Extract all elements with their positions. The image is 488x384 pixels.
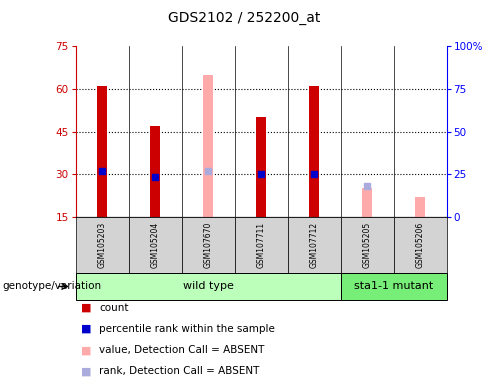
Text: GSM107712: GSM107712 (309, 222, 319, 268)
Bar (287, 217, 341, 273)
Point (257, 171, 265, 177)
Text: GSM107670: GSM107670 (203, 222, 213, 268)
Bar (235, 217, 287, 273)
Point (363, 182, 371, 189)
Text: GSM105206: GSM105206 (415, 222, 425, 268)
Text: ■: ■ (81, 366, 91, 376)
Bar (256, 117, 266, 217)
Bar (76, 273, 341, 300)
Text: ■: ■ (81, 303, 91, 313)
Bar (341, 273, 447, 300)
Bar (150, 126, 160, 217)
Text: GDS2102 / 252200_at: GDS2102 / 252200_at (168, 11, 320, 25)
Point (204, 168, 212, 174)
Text: percentile rank within the sample: percentile rank within the sample (99, 324, 275, 334)
Bar (98, 86, 107, 217)
Text: sta1-1 mutant: sta1-1 mutant (354, 281, 433, 291)
Text: genotype/variation: genotype/variation (2, 281, 102, 291)
Point (98, 168, 106, 174)
Bar (393, 217, 447, 273)
Text: rank, Detection Call = ABSENT: rank, Detection Call = ABSENT (99, 366, 260, 376)
Text: wild type: wild type (183, 281, 234, 291)
Text: ■: ■ (81, 345, 91, 355)
Point (151, 174, 159, 180)
Text: GSM105205: GSM105205 (363, 222, 371, 268)
Bar (341, 217, 393, 273)
Bar (182, 217, 235, 273)
Bar (415, 197, 425, 217)
Bar (76, 217, 129, 273)
Bar (362, 189, 372, 217)
Point (310, 171, 318, 177)
Bar (129, 217, 182, 273)
Text: ■: ■ (81, 324, 91, 334)
Bar (203, 74, 213, 217)
Text: GSM105204: GSM105204 (151, 222, 160, 268)
Text: count: count (99, 303, 128, 313)
Bar (309, 86, 319, 217)
Text: GSM107711: GSM107711 (257, 222, 265, 268)
Text: value, Detection Call = ABSENT: value, Detection Call = ABSENT (99, 345, 264, 355)
Text: GSM105203: GSM105203 (98, 222, 107, 268)
